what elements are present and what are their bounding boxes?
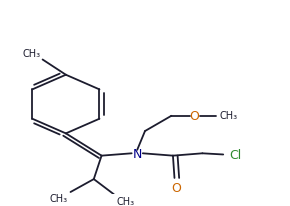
Text: Cl: Cl xyxy=(229,148,241,161)
Text: O: O xyxy=(190,110,200,123)
Text: CH₃: CH₃ xyxy=(220,110,238,120)
Text: CH₃: CH₃ xyxy=(50,193,68,203)
Text: CH₃: CH₃ xyxy=(23,49,41,59)
Text: N: N xyxy=(133,147,142,160)
Text: O: O xyxy=(172,181,182,194)
Text: CH₃: CH₃ xyxy=(117,195,135,206)
